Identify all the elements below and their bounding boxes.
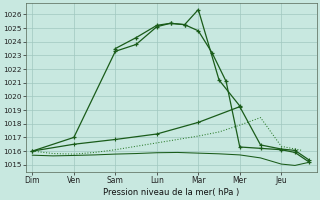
X-axis label: Pression niveau de la mer( hPa ): Pression niveau de la mer( hPa ) (103, 188, 239, 197)
